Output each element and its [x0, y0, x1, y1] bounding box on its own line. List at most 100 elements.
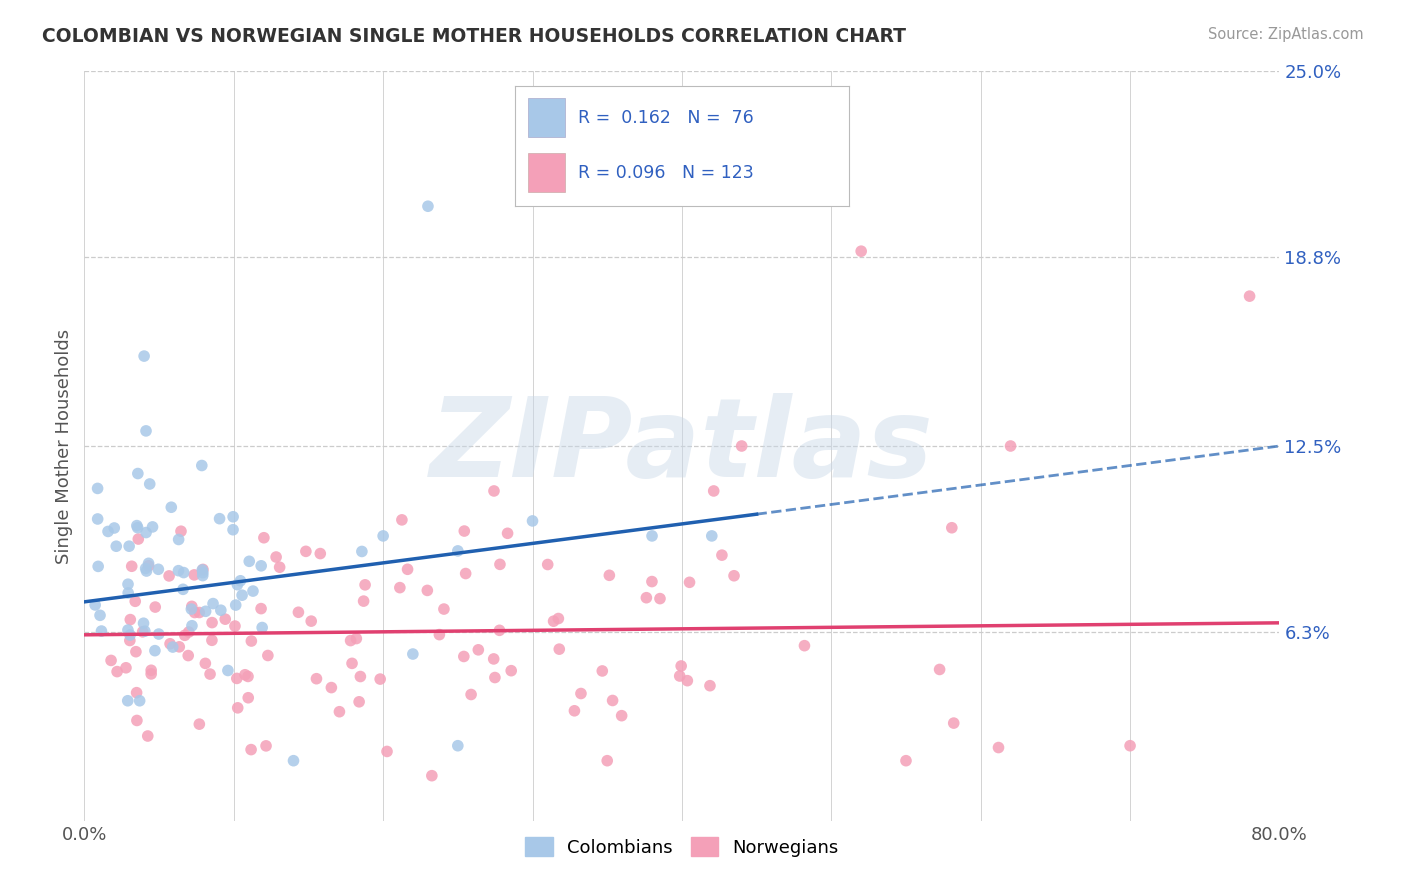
Point [225, 672, 247, 686]
Point [851, 244, 873, 259]
Point [86, 482, 108, 496]
Text: COLOMBIAN VS NORWEGIAN SINGLE MOTHER HOUSEHOLDS CORRELATION CHART: COLOMBIAN VS NORWEGIAN SINGLE MOTHER HOU… [42, 27, 907, 45]
Point [484, 671, 506, 685]
Point [416, 199, 439, 213]
Point [668, 669, 690, 683]
Point [354, 578, 377, 592]
Point [233, 667, 256, 681]
Point [135, 525, 157, 540]
Point [84, 598, 107, 612]
Point [703, 483, 725, 498]
Point [180, 602, 202, 616]
Point [340, 657, 363, 671]
Point [128, 694, 150, 708]
Point [299, 614, 322, 628]
Point [287, 605, 309, 619]
Point [117, 586, 139, 600]
Point [942, 716, 965, 731]
Point [454, 566, 477, 581]
Point [214, 612, 236, 626]
Point [183, 606, 205, 620]
Point [1000, 439, 1022, 453]
Point [610, 708, 633, 723]
Point [125, 645, 148, 659]
Point [117, 694, 139, 708]
Point [460, 688, 482, 702]
Point [177, 648, 200, 663]
Point [591, 664, 613, 678]
Point [928, 663, 950, 677]
Point [181, 618, 204, 632]
Point [170, 524, 193, 539]
Point [420, 769, 443, 783]
Point [321, 681, 343, 695]
Point [148, 562, 170, 576]
Point [537, 558, 560, 572]
Point [240, 634, 263, 648]
Point [522, 514, 544, 528]
Point [121, 559, 143, 574]
Point [127, 532, 149, 546]
Point [453, 649, 475, 664]
Point [596, 754, 619, 768]
Point [347, 695, 370, 709]
Point [447, 739, 470, 753]
Point [305, 672, 328, 686]
Point [489, 558, 512, 572]
Text: Source: ZipAtlas.com: Source: ZipAtlas.com [1208, 27, 1364, 42]
Point [225, 598, 247, 612]
Point [467, 642, 489, 657]
Point [569, 686, 592, 700]
Point [547, 611, 569, 625]
Point [169, 640, 191, 654]
Point [344, 632, 367, 646]
Point [388, 581, 411, 595]
Point [373, 529, 395, 543]
Point [143, 600, 166, 615]
Point [375, 744, 398, 758]
Point [135, 424, 157, 438]
Point [120, 613, 142, 627]
Point [269, 560, 291, 574]
Point [416, 583, 439, 598]
Point [134, 624, 156, 639]
Point [482, 652, 505, 666]
Point [89, 608, 111, 623]
Point [987, 740, 1010, 755]
Point [117, 577, 139, 591]
Point [648, 591, 671, 606]
Point [254, 739, 277, 753]
Point [391, 513, 413, 527]
Point [148, 627, 170, 641]
Point [1239, 289, 1261, 303]
Point [429, 627, 451, 641]
Point [100, 653, 122, 667]
Point [135, 564, 157, 578]
Point [250, 558, 273, 573]
Point [250, 621, 273, 635]
Point [224, 619, 246, 633]
Point [564, 704, 586, 718]
Point [124, 594, 146, 608]
Point [194, 604, 217, 618]
Point [793, 639, 815, 653]
Point [131, 624, 153, 639]
Point [548, 642, 571, 657]
Point [723, 568, 745, 582]
Point [264, 549, 287, 564]
Point [86, 512, 108, 526]
Point [482, 483, 505, 498]
Point [125, 518, 148, 533]
Point [157, 569, 180, 583]
Point [257, 648, 280, 663]
Point [115, 661, 138, 675]
Point [173, 628, 195, 642]
Point [105, 539, 128, 553]
Point [188, 606, 211, 620]
Point [135, 561, 157, 575]
Point [141, 667, 163, 681]
Point [125, 714, 148, 728]
Point [636, 591, 658, 605]
Point [236, 669, 259, 683]
Point [641, 574, 664, 589]
